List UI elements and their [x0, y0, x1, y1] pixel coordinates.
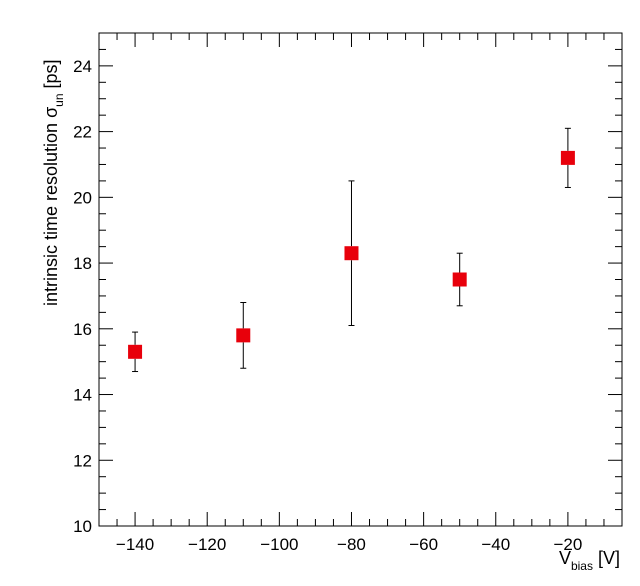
y-tick-label: 10 [73, 517, 92, 536]
data-point [128, 344, 143, 359]
y-tick-label: 20 [73, 188, 92, 207]
x-tick-label: −40 [481, 535, 510, 554]
y-tick-label: 18 [73, 254, 92, 273]
y-tick-label: 12 [73, 451, 92, 470]
data-point [560, 150, 575, 165]
data-point [452, 272, 467, 287]
plot-frame [98, 32, 623, 527]
x-tick-label: −80 [337, 535, 366, 554]
data-point [344, 246, 359, 261]
y-tick-label: 14 [73, 386, 92, 405]
x-tick-label: −140 [116, 535, 154, 554]
x-tick-label: −60 [409, 535, 438, 554]
x-axis-title-sub: bias [571, 559, 593, 573]
x-axis-tick-labels: −140 −120 −100 −80 −60 −40 −20 [116, 535, 582, 554]
x-axis-title: Vbias [V] [559, 548, 620, 573]
y-tick-label: 24 [73, 57, 92, 76]
x-axis-ticks [98, 33, 623, 526]
y-axis-ticks [99, 32, 622, 527]
y-axis-title-sub: un [52, 93, 66, 106]
y-tick-label: 16 [73, 320, 92, 339]
x-tick-label: −120 [188, 535, 226, 554]
y-axis-title-main: intrinsic time resolution σ [41, 107, 61, 306]
y-axis-tick-labels: 10 12 14 16 18 20 22 24 [73, 57, 92, 536]
data-point [236, 328, 251, 343]
y-axis-title-unit: [ps] [41, 59, 61, 93]
data-markers [128, 150, 575, 359]
x-tick-label: −20 [553, 535, 582, 554]
y-tick-label: 22 [73, 123, 92, 142]
error-bars [132, 127, 571, 373]
x-axis-title-unit: [V] [593, 548, 620, 568]
y-axis-title: intrinsic time resolution σun [ps] [41, 59, 66, 306]
x-axis-title-main: V [559, 548, 571, 568]
x-tick-label: −100 [260, 535, 298, 554]
